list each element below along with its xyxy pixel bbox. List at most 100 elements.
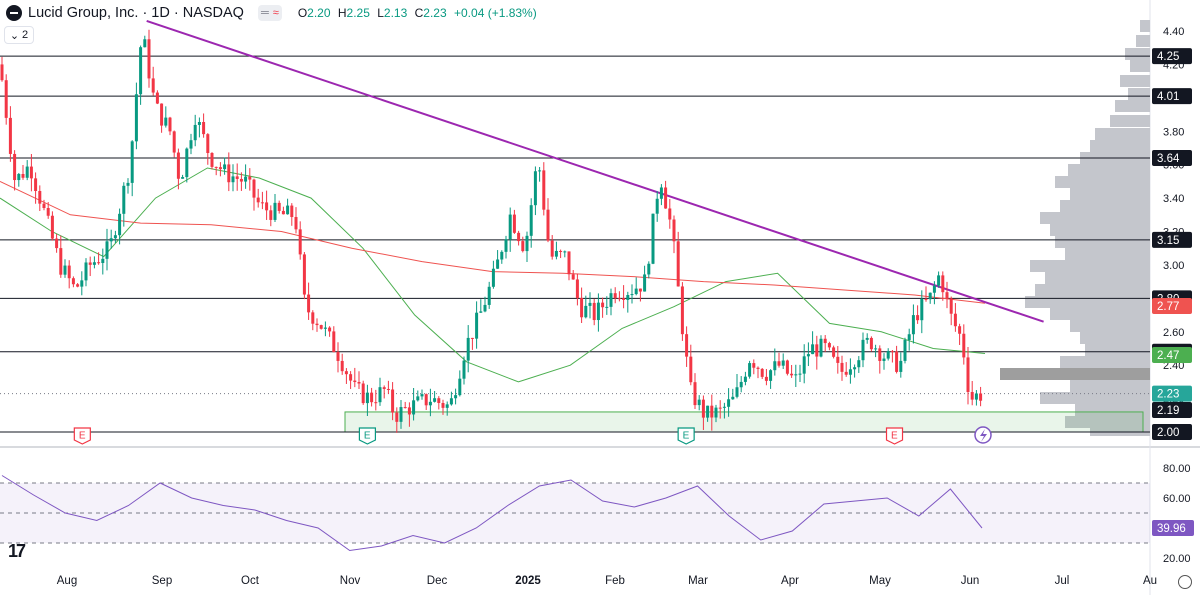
candle-body — [63, 265, 67, 275]
candle-body — [802, 356, 806, 374]
candle-body — [294, 217, 298, 230]
candle-body — [928, 292, 932, 300]
volume-profile-bar — [1110, 115, 1150, 127]
candle-body — [622, 298, 626, 300]
candle-body — [97, 262, 101, 264]
wave-icon: ≈ — [272, 7, 279, 19]
candle-body — [832, 347, 836, 357]
open-label: O — [297, 6, 308, 20]
candle-body — [349, 374, 353, 381]
time-axis-label: Au — [1143, 575, 1157, 587]
time-axis-label: Mar — [688, 575, 708, 587]
price-label-text: 2.00 — [1157, 427, 1179, 439]
candle-body — [647, 263, 651, 275]
volume-profile-bar — [1055, 236, 1150, 248]
candle-body — [916, 315, 920, 321]
candle-body — [806, 354, 810, 357]
candle-body — [491, 268, 495, 287]
volume-profile-bar — [1055, 176, 1150, 188]
candle-body — [760, 368, 764, 377]
candle-body — [895, 351, 899, 372]
candle-body — [319, 325, 323, 329]
collapse-indicators-button[interactable]: ⌄ 2 — [4, 26, 34, 44]
candle-body — [735, 387, 739, 397]
candle-body — [151, 78, 155, 93]
candle-body — [924, 298, 928, 300]
candle-body — [710, 405, 714, 418]
candle-body — [958, 326, 962, 334]
candle-body — [445, 404, 449, 408]
candle-body — [386, 388, 390, 390]
candle-body — [752, 363, 756, 368]
price-label-text: 2.19 — [1157, 405, 1179, 417]
candle-body — [878, 348, 882, 361]
candle-body — [546, 209, 550, 241]
candle-body — [126, 182, 130, 186]
price-label-box — [1152, 347, 1192, 363]
candle-body — [143, 39, 147, 48]
volume-profile-bar — [1025, 296, 1150, 308]
candle-body — [706, 405, 710, 418]
time-axis-label: May — [869, 575, 891, 587]
volume-profile-bar — [1090, 140, 1150, 152]
tradingview-logo-icon[interactable]: 17 — [8, 541, 26, 561]
low-label: L — [377, 6, 384, 20]
chevron-down-icon: ⌄ — [9, 29, 20, 42]
candle-body — [214, 166, 218, 168]
candle-body — [567, 251, 571, 275]
candle-body — [46, 208, 50, 216]
candle-body — [857, 360, 861, 368]
volume-profile-bar — [1128, 88, 1150, 100]
volume-profile-bar — [1070, 380, 1150, 392]
price-label-box — [1152, 298, 1192, 314]
candle-body — [391, 389, 395, 413]
candle-body — [80, 280, 84, 287]
volume-profile-bar — [1125, 48, 1150, 60]
candle-body — [899, 360, 903, 372]
time-axis-label: Aug — [57, 575, 77, 587]
volume-profile-bar — [1030, 260, 1150, 272]
candle-body — [122, 185, 126, 214]
price-tick-label: 3.40 — [1163, 193, 1184, 205]
candle-body — [538, 170, 542, 172]
volume-profile-bar — [1040, 392, 1150, 404]
candle-body — [365, 392, 369, 404]
time-axis-label: 2025 — [515, 575, 541, 587]
candle-body — [113, 235, 117, 239]
candle-body — [903, 340, 907, 361]
candle-body — [315, 323, 319, 326]
candle-body — [139, 47, 143, 95]
gear-icon[interactable] — [1178, 575, 1192, 589]
rsi-tick-label: 80.00 — [1163, 463, 1191, 475]
candle-body — [67, 265, 71, 279]
rsi-tick-label: 20.00 — [1163, 553, 1191, 565]
candle-body — [504, 239, 508, 252]
candle-body — [239, 178, 243, 182]
candle-body — [395, 412, 399, 422]
candle-body — [147, 39, 151, 79]
symbol-title[interactable]: Lucid Group, Inc. · 1D · NASDAQ — [28, 5, 244, 21]
price-tick-label: 2.40 — [1163, 360, 1184, 372]
indicator-pill[interactable]: ═ ≈ — [257, 5, 282, 21]
price-label-box — [1152, 48, 1192, 65]
candle-body — [781, 360, 785, 366]
time-axis-label: Sep — [152, 575, 172, 587]
earnings-marker: E — [73, 427, 91, 445]
candle-body — [441, 403, 445, 408]
volume-profile-bar — [1130, 60, 1150, 72]
trendline — [146, 20, 1044, 323]
ohlc-readout: O2.20 H2.25 L2.13 C2.23 +0.04 (+1.83%) — [298, 6, 537, 20]
candle-body — [231, 176, 235, 183]
candle-body — [118, 213, 122, 236]
earnings-marker-shape — [677, 427, 695, 445]
candle-body — [588, 302, 592, 306]
candle-body — [462, 360, 466, 379]
rsi-band-fill — [0, 483, 1150, 543]
volume-profile-bar — [1085, 344, 1150, 356]
candle-body — [853, 367, 857, 370]
candle-body — [59, 248, 63, 275]
candle-body — [88, 262, 92, 265]
candle-body — [638, 288, 642, 292]
candle-body — [101, 258, 105, 264]
